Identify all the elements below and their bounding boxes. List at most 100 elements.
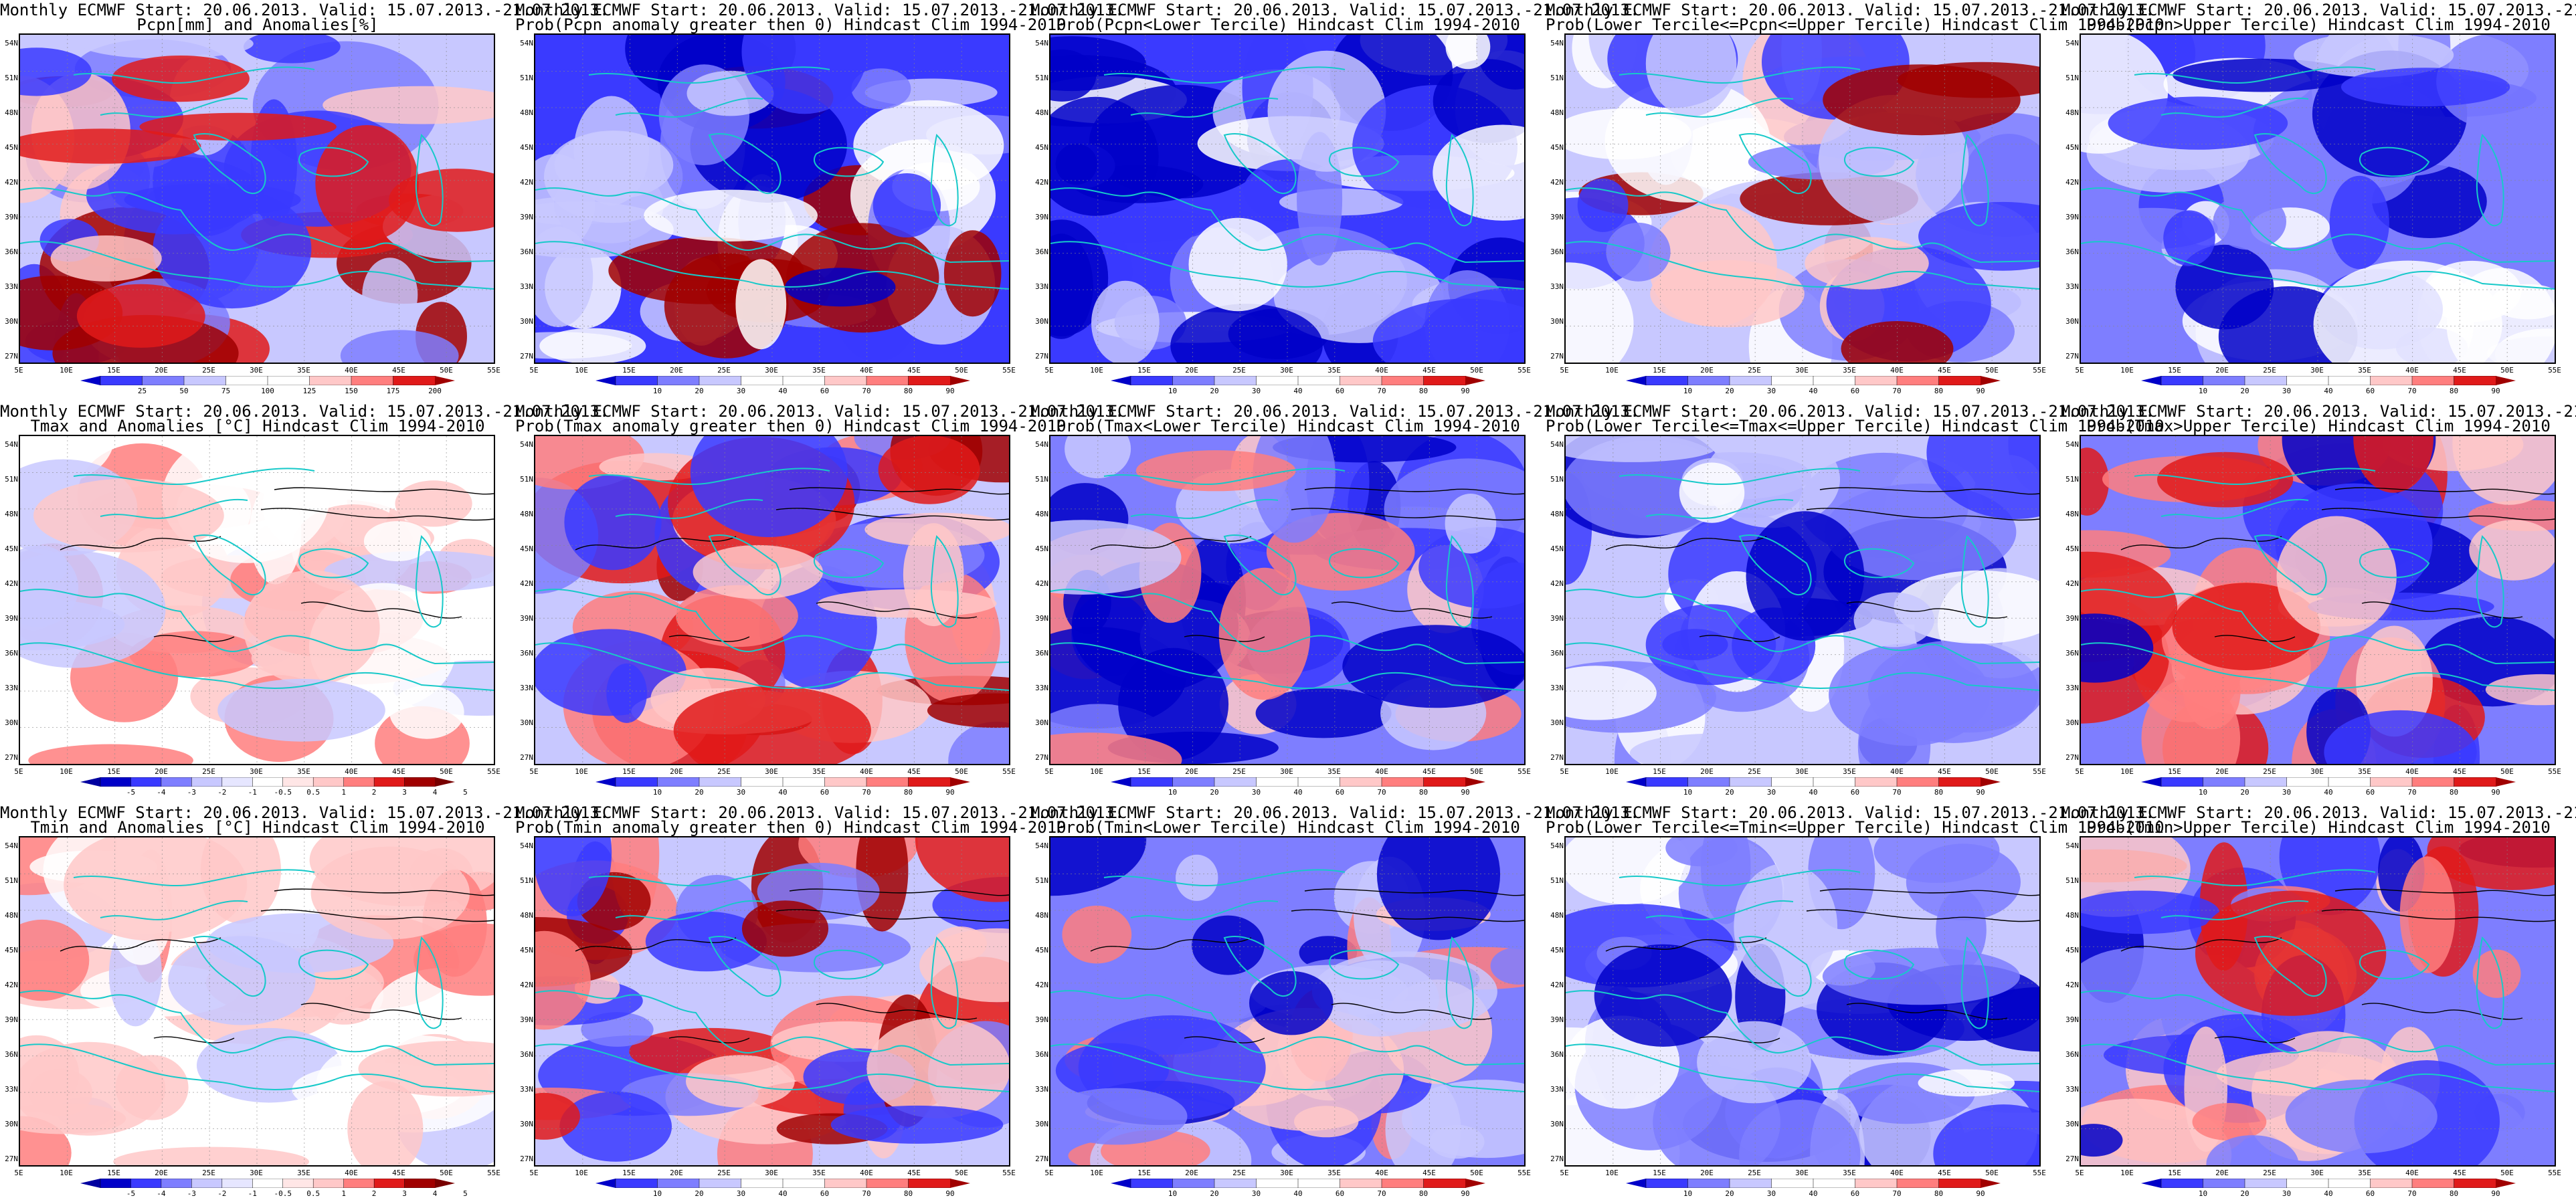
coastline bbox=[1645, 900, 1794, 920]
map-area bbox=[534, 435, 1010, 765]
color-bar-label: 10 bbox=[2198, 1189, 2208, 1198]
map-area bbox=[1564, 33, 2041, 364]
latitude-label: 54N bbox=[1550, 841, 1564, 850]
color-bar-label: -3 bbox=[187, 1189, 196, 1198]
field-region bbox=[1433, 59, 1524, 143]
longitude-label: 20E bbox=[2215, 366, 2229, 375]
field-region bbox=[1566, 666, 1657, 720]
coastline bbox=[415, 535, 444, 628]
map-field bbox=[2081, 837, 2555, 1165]
coastline bbox=[100, 97, 248, 118]
latitude-label: 45N bbox=[5, 946, 18, 955]
longitude-label: 30E bbox=[2310, 366, 2324, 375]
color-bar-label: 40 bbox=[1809, 788, 1818, 797]
color-bar-label: 60 bbox=[1335, 1189, 1345, 1198]
contour-line bbox=[153, 1036, 235, 1043]
field-region bbox=[673, 686, 871, 764]
map-panel: Monthly ECMWF Start: 20.06.2013. Valid: … bbox=[1546, 401, 2165, 803]
field-region bbox=[2276, 516, 2397, 637]
panel-subtitle: Prob(Pcpn<Lower Tercile) Hindcast Clim 1… bbox=[1056, 15, 1520, 34]
color-bar-label: 20 bbox=[2240, 387, 2249, 395]
longitude-label: 45E bbox=[2453, 1169, 2466, 1177]
longitude-label: 45E bbox=[1938, 767, 1951, 776]
map-panel: Monthly ECMWF Start: 20.06.2013. Valid: … bbox=[515, 0, 1125, 401]
longitude-label: 30E bbox=[2310, 1169, 2324, 1177]
latitude-label: 27N bbox=[5, 352, 18, 361]
field-region bbox=[535, 837, 612, 916]
coastline bbox=[1960, 535, 1989, 628]
coastline bbox=[930, 134, 959, 227]
latitude-label: 30N bbox=[520, 1120, 533, 1128]
field-region bbox=[115, 1055, 189, 1120]
coastline bbox=[2081, 241, 2555, 290]
latitude-label: 51N bbox=[2065, 74, 2079, 82]
longitude-label: 15E bbox=[1653, 767, 1666, 776]
coastline bbox=[1566, 1043, 2039, 1092]
latitude-label: 27N bbox=[1550, 753, 1564, 762]
map-field bbox=[20, 837, 494, 1165]
latitude-label: 30N bbox=[5, 718, 18, 727]
longitude-label: 50E bbox=[1985, 366, 1999, 375]
panel-subtitle: Prob(Tmax anomaly greater then 0) Hindca… bbox=[515, 417, 1067, 435]
field-region bbox=[915, 837, 1009, 902]
longitude-label: 35E bbox=[2358, 767, 2371, 776]
field-region bbox=[1091, 280, 1160, 363]
panel-title: Monthly ECMWF Start: 20.06.2013. Valid: … bbox=[2061, 1, 2576, 19]
map-field bbox=[535, 35, 1009, 363]
color-bar-label: 1 bbox=[341, 788, 346, 797]
latitude-label: 27N bbox=[5, 753, 18, 762]
coastline bbox=[1566, 589, 2039, 665]
longitude-label: 25E bbox=[2263, 366, 2276, 375]
latitude-label: 39N bbox=[520, 1015, 533, 1024]
latitude-label: 42N bbox=[2065, 981, 2079, 989]
map-field bbox=[20, 436, 494, 764]
field-region bbox=[315, 125, 419, 241]
field-region bbox=[1420, 288, 1524, 363]
coastline bbox=[1960, 134, 1989, 227]
color-bar-label: 30 bbox=[1251, 387, 1261, 395]
field-region bbox=[50, 235, 162, 282]
color-bar-label: -2 bbox=[217, 1189, 227, 1198]
longitude-label: 35E bbox=[297, 767, 310, 776]
latitude-label: 48N bbox=[5, 510, 18, 518]
field-region bbox=[645, 911, 767, 972]
coastline bbox=[1960, 936, 1989, 1029]
panel-title: Monthly ECMWF Start: 20.06.2013. Valid: … bbox=[515, 1, 1125, 19]
contour-line bbox=[2214, 1036, 2296, 1043]
latitude-label: 36N bbox=[1550, 247, 1564, 256]
latitude-label: 27N bbox=[1035, 753, 1048, 762]
panel-title: Monthly ECMWF Start: 20.06.2013. Valid: … bbox=[1546, 402, 2155, 421]
map-panel: Monthly ECMWF Start: 20.06.2013. Valid: … bbox=[515, 401, 1124, 803]
contour-line bbox=[775, 508, 1009, 521]
coastline bbox=[535, 589, 1009, 665]
color-bar-label: 90 bbox=[2491, 1189, 2500, 1198]
map-panel: Monthly ECMWF Start: 20.06.2013. Valid: … bbox=[2061, 803, 2576, 1204]
longitude-label: 45E bbox=[1422, 1169, 1436, 1177]
longitude-label: 55E bbox=[1002, 366, 1016, 375]
contour-line bbox=[1304, 888, 1524, 896]
field-region bbox=[1050, 49, 1097, 102]
panel-title: Monthly ECMWF Start: 20.06.2013. Valid: … bbox=[1030, 803, 1640, 822]
latitude-label: 36N bbox=[520, 247, 533, 256]
latitude-label: 36N bbox=[520, 649, 533, 658]
color-bar-label: 60 bbox=[1850, 788, 1860, 797]
map-area bbox=[19, 33, 495, 364]
latitude-label: 30N bbox=[2065, 1120, 2079, 1128]
latitude-label: 45N bbox=[1035, 143, 1048, 152]
field-region bbox=[1739, 1100, 1861, 1165]
longitude-label: 40E bbox=[860, 366, 873, 375]
field-region bbox=[1645, 35, 1737, 117]
panel-subtitle: Prob(Pcpn anomaly greater then 0) Hindca… bbox=[515, 15, 1067, 34]
longitude-label: 5E bbox=[14, 767, 23, 776]
longitude-label: 20E bbox=[1700, 1169, 1714, 1177]
field-region bbox=[20, 47, 92, 96]
field-region bbox=[853, 100, 1004, 191]
longitude-label: 35E bbox=[1843, 1169, 1856, 1177]
contour-line bbox=[2361, 601, 2523, 619]
longitude-label: 50E bbox=[1985, 1169, 1999, 1177]
latitude-label: 51N bbox=[520, 876, 533, 885]
contour-line bbox=[300, 1003, 462, 1020]
map-field bbox=[2081, 436, 2555, 764]
map-area bbox=[1049, 836, 1526, 1167]
latitude-label: 51N bbox=[1035, 74, 1048, 82]
